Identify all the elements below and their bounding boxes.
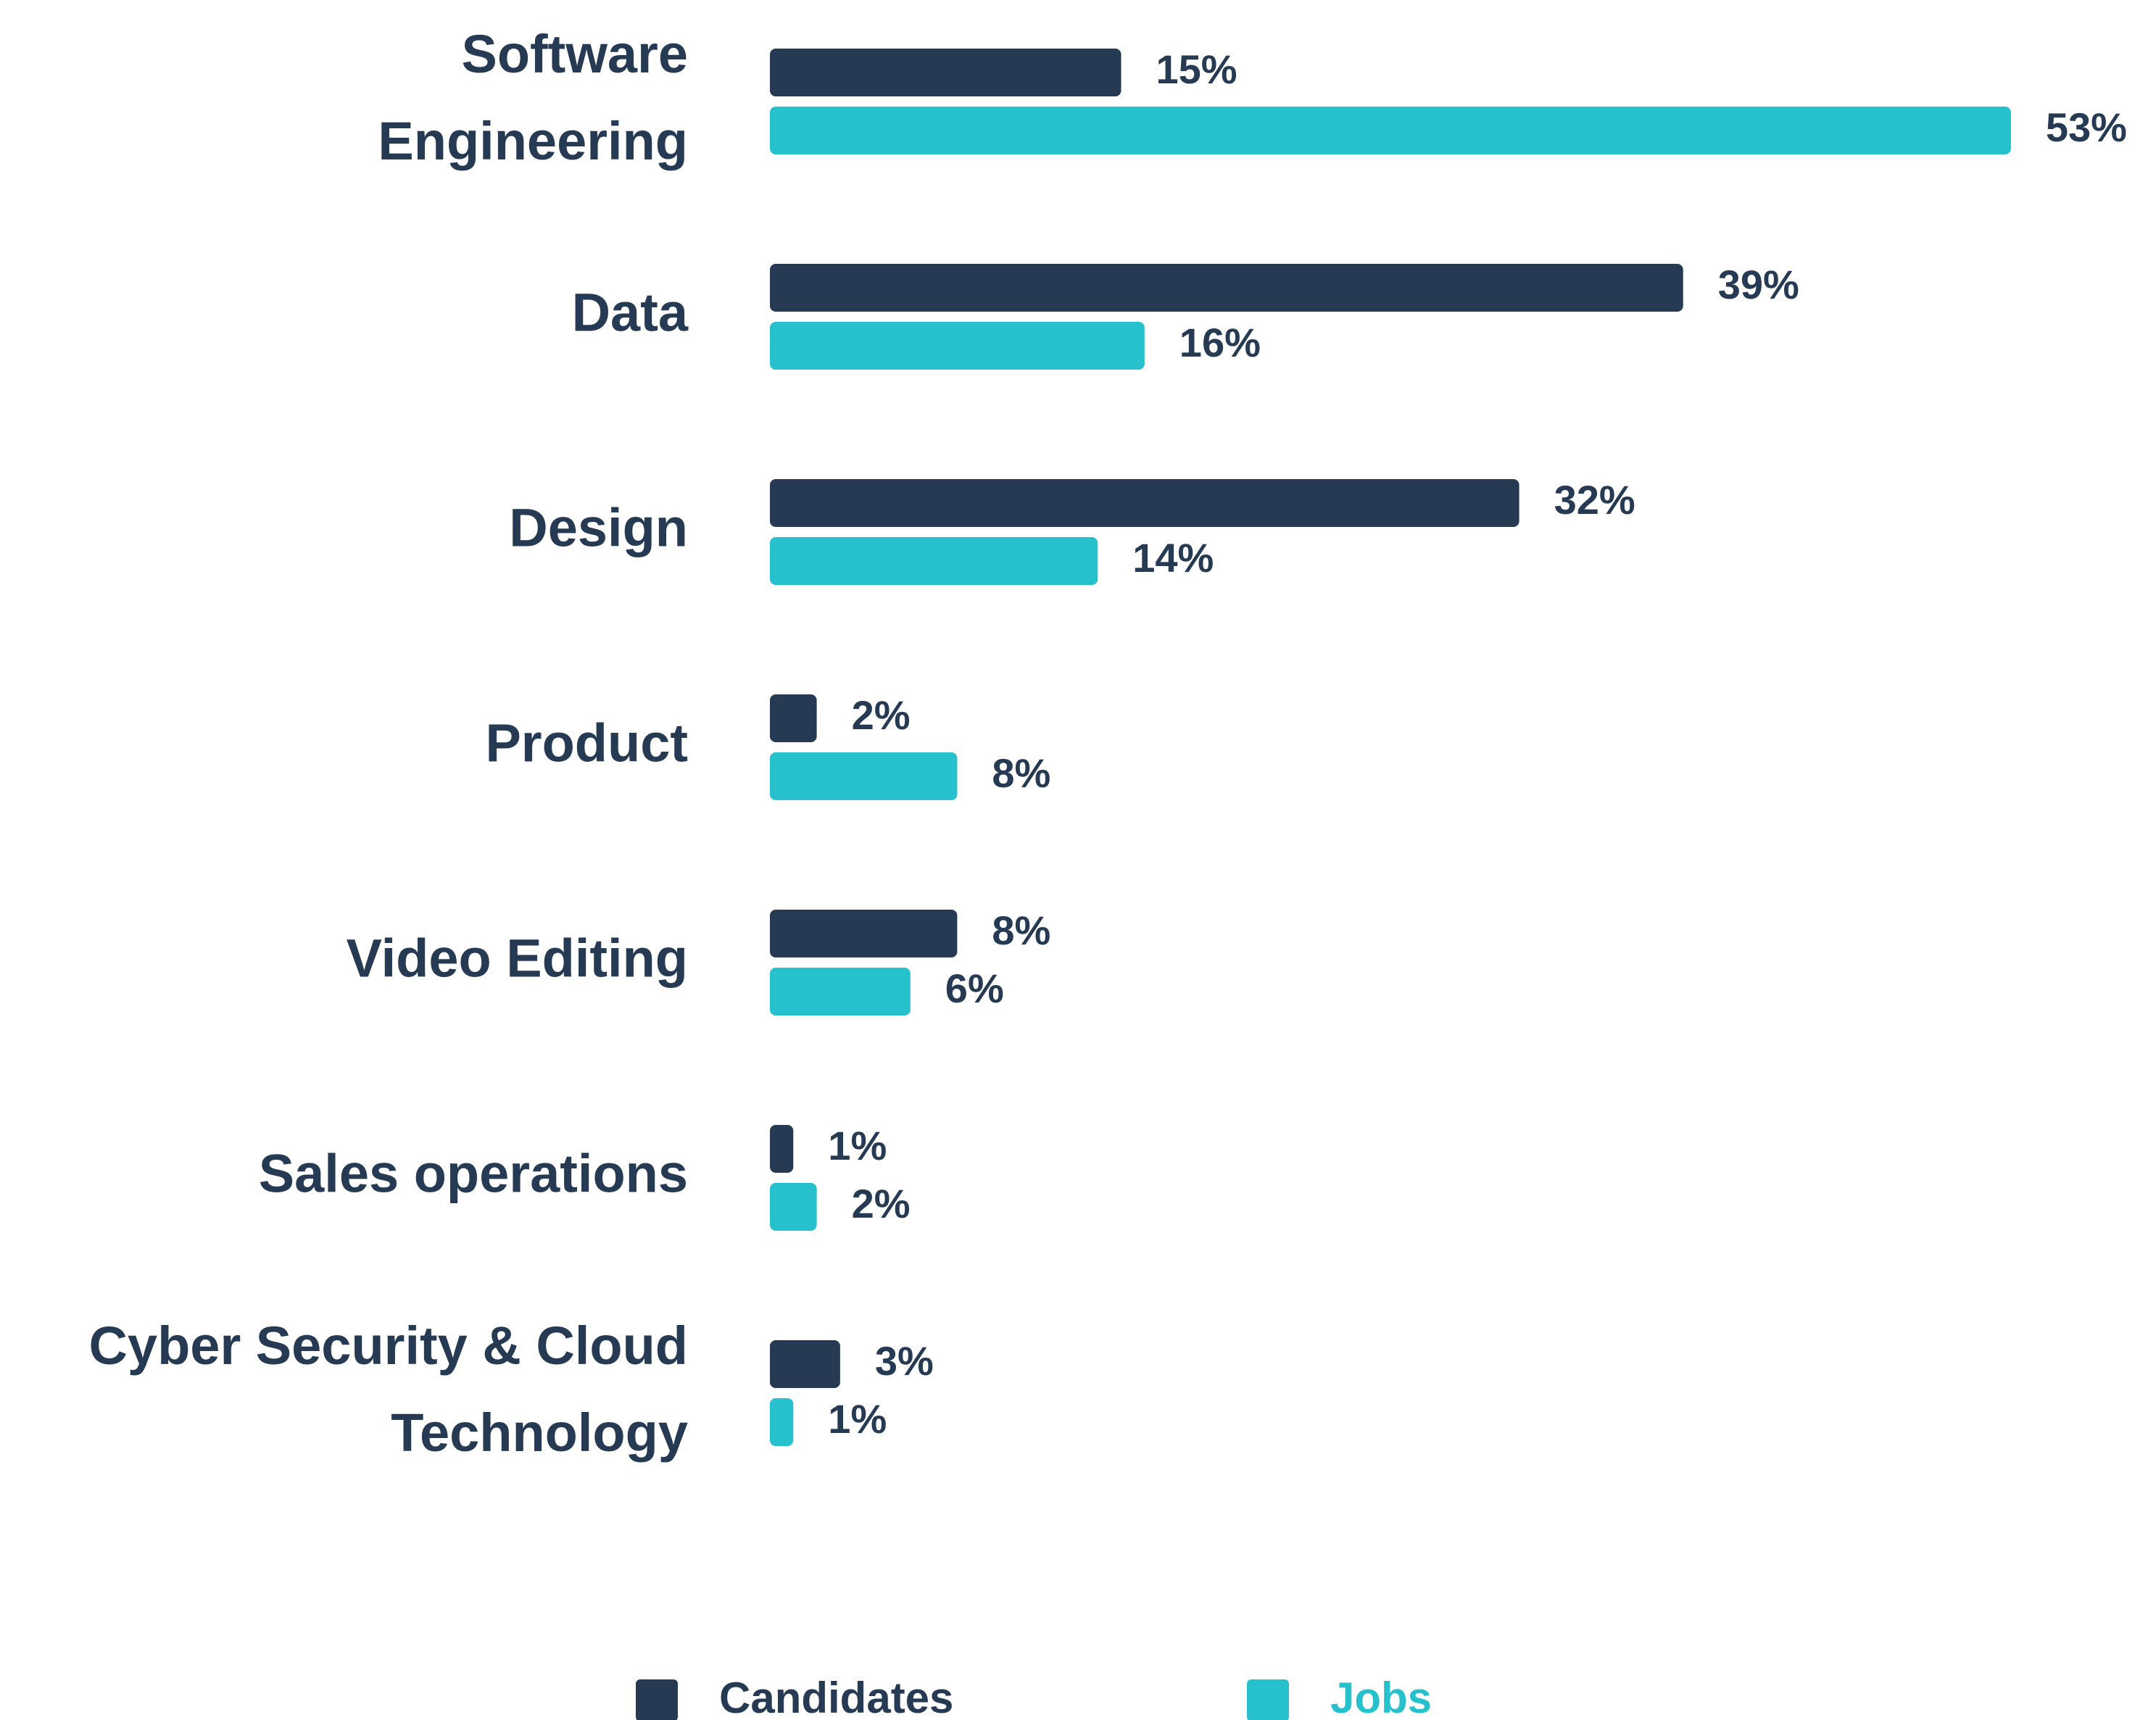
value-label: 53% bbox=[2046, 104, 2127, 150]
bar bbox=[770, 49, 1121, 96]
value-label: 3% bbox=[875, 1338, 934, 1384]
bar bbox=[770, 1398, 794, 1446]
bar bbox=[770, 322, 1145, 370]
bar bbox=[770, 479, 1519, 527]
bar bbox=[770, 537, 1098, 585]
category-label: Cyber Security & Cloud Technology bbox=[88, 1316, 688, 1463]
legend-label: Candidates bbox=[719, 1674, 953, 1720]
value-label: 6% bbox=[945, 965, 1004, 1011]
bar bbox=[770, 694, 817, 742]
bar bbox=[770, 910, 958, 957]
value-label: 8% bbox=[992, 907, 1050, 953]
value-label: 2% bbox=[852, 692, 911, 738]
legend-swatch bbox=[1247, 1679, 1289, 1720]
category-label: Video Editing bbox=[347, 928, 688, 989]
value-label: 8% bbox=[992, 750, 1050, 796]
category-label: Sales operations bbox=[259, 1144, 688, 1204]
category-label: Design bbox=[509, 498, 688, 558]
value-label: 2% bbox=[852, 1181, 911, 1226]
value-label: 14% bbox=[1132, 535, 1214, 581]
bar bbox=[770, 752, 958, 800]
category-label: Data bbox=[572, 283, 689, 343]
bar bbox=[770, 1125, 794, 1173]
value-label: 16% bbox=[1179, 320, 1261, 365]
bar bbox=[770, 107, 2011, 154]
category-label: Product bbox=[485, 713, 688, 773]
bar bbox=[770, 264, 1683, 312]
value-label: 39% bbox=[1718, 262, 1799, 307]
value-label: 1% bbox=[828, 1396, 887, 1442]
bar bbox=[770, 1340, 840, 1388]
value-label: 1% bbox=[828, 1123, 887, 1168]
legend-label: Jobs bbox=[1330, 1674, 1432, 1720]
value-label: 32% bbox=[1554, 477, 1635, 523]
bar bbox=[770, 968, 911, 1015]
bar bbox=[770, 1183, 817, 1231]
value-label: 15% bbox=[1156, 46, 1237, 92]
category-label: Software Engineering bbox=[378, 24, 688, 171]
legend-swatch bbox=[636, 1679, 678, 1720]
